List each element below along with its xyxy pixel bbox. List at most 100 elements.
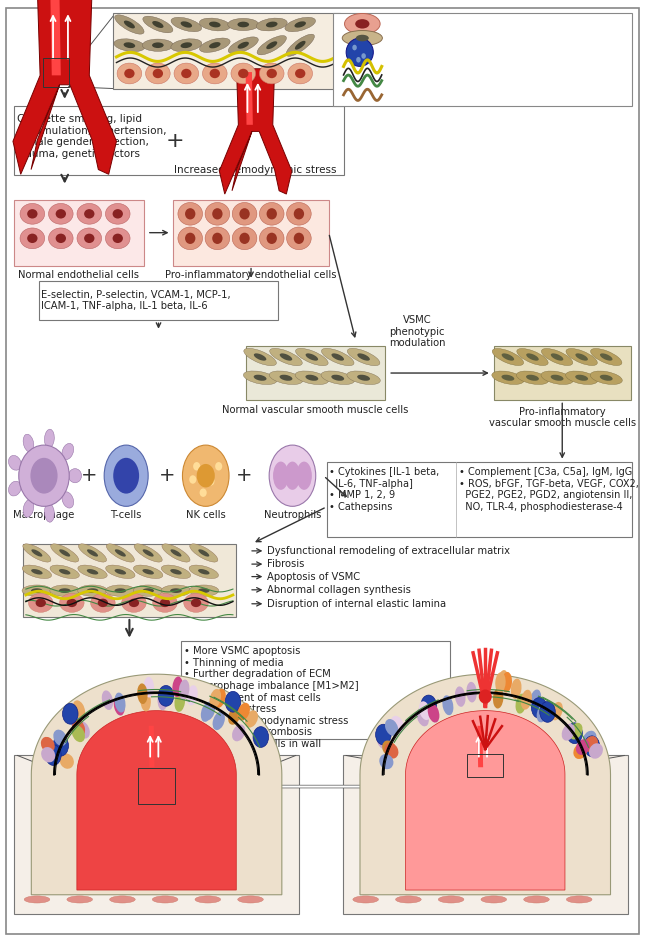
Ellipse shape	[106, 544, 135, 562]
Ellipse shape	[573, 743, 587, 759]
Ellipse shape	[142, 569, 154, 575]
Ellipse shape	[161, 585, 191, 596]
Ellipse shape	[209, 42, 221, 48]
Ellipse shape	[213, 712, 225, 730]
Text: Normal vascular smooth muscle cells: Normal vascular smooth muscle cells	[222, 405, 409, 414]
Ellipse shape	[516, 371, 549, 384]
Ellipse shape	[159, 686, 174, 706]
Ellipse shape	[228, 19, 259, 31]
Ellipse shape	[199, 18, 230, 31]
FancyBboxPatch shape	[113, 13, 340, 89]
Ellipse shape	[199, 38, 230, 53]
Ellipse shape	[357, 353, 370, 361]
Ellipse shape	[113, 458, 139, 494]
FancyBboxPatch shape	[246, 346, 385, 400]
Ellipse shape	[87, 569, 98, 575]
Ellipse shape	[342, 30, 382, 45]
Ellipse shape	[273, 462, 289, 490]
Ellipse shape	[45, 745, 61, 766]
FancyBboxPatch shape	[14, 200, 144, 266]
Ellipse shape	[286, 34, 314, 57]
Ellipse shape	[133, 565, 163, 578]
Text: Normal endothelial cells: Normal endothelial cells	[18, 270, 140, 280]
Ellipse shape	[295, 371, 329, 384]
Ellipse shape	[321, 371, 355, 384]
Text: NK cells: NK cells	[186, 511, 226, 520]
Ellipse shape	[575, 375, 588, 381]
Ellipse shape	[152, 21, 164, 28]
Ellipse shape	[105, 228, 130, 249]
Ellipse shape	[212, 208, 223, 219]
Ellipse shape	[69, 468, 82, 482]
Ellipse shape	[134, 544, 162, 562]
Ellipse shape	[72, 719, 85, 737]
Ellipse shape	[269, 446, 316, 507]
Ellipse shape	[193, 463, 201, 471]
Ellipse shape	[391, 716, 404, 733]
Ellipse shape	[551, 702, 563, 721]
Ellipse shape	[455, 687, 466, 706]
Ellipse shape	[232, 203, 257, 225]
Ellipse shape	[87, 588, 98, 593]
Ellipse shape	[541, 371, 573, 384]
Ellipse shape	[443, 695, 454, 715]
Ellipse shape	[77, 203, 102, 224]
Ellipse shape	[346, 38, 373, 66]
Ellipse shape	[20, 203, 45, 224]
Ellipse shape	[357, 375, 370, 381]
FancyBboxPatch shape	[327, 462, 632, 537]
Ellipse shape	[295, 69, 305, 78]
Ellipse shape	[428, 704, 439, 723]
Ellipse shape	[584, 736, 598, 752]
Ellipse shape	[245, 710, 258, 727]
Ellipse shape	[115, 569, 126, 575]
Ellipse shape	[104, 446, 148, 507]
Ellipse shape	[492, 349, 523, 365]
Text: +: +	[236, 466, 253, 485]
Ellipse shape	[160, 599, 170, 607]
Ellipse shape	[228, 706, 241, 724]
Ellipse shape	[68, 710, 81, 728]
Ellipse shape	[419, 701, 431, 720]
Ellipse shape	[209, 22, 221, 27]
Ellipse shape	[511, 678, 521, 699]
Ellipse shape	[87, 549, 98, 557]
Ellipse shape	[210, 689, 221, 708]
Ellipse shape	[516, 693, 527, 714]
Ellipse shape	[170, 549, 182, 557]
Ellipse shape	[195, 896, 221, 903]
Ellipse shape	[285, 17, 316, 32]
Text: Cigarette smoking, lipid
accumulation, hypertension,
female gender, infection,
t: Cigarette smoking, lipid accumulation, h…	[17, 114, 167, 159]
Ellipse shape	[526, 375, 539, 381]
Text: Fibrosis: Fibrosis	[267, 560, 305, 569]
Ellipse shape	[269, 371, 303, 384]
Ellipse shape	[259, 227, 284, 250]
Ellipse shape	[232, 724, 245, 741]
Ellipse shape	[31, 569, 43, 575]
Ellipse shape	[115, 549, 126, 557]
Ellipse shape	[41, 747, 55, 762]
Ellipse shape	[117, 63, 142, 84]
Ellipse shape	[237, 22, 249, 27]
Ellipse shape	[114, 695, 125, 716]
Text: Mast cell: Mast cell	[395, 47, 441, 57]
Ellipse shape	[62, 444, 74, 460]
Ellipse shape	[356, 35, 369, 41]
Text: Macrophage: Macrophage	[14, 511, 74, 520]
Ellipse shape	[133, 585, 163, 596]
Ellipse shape	[225, 691, 241, 712]
Ellipse shape	[288, 63, 313, 84]
Ellipse shape	[153, 593, 177, 612]
Ellipse shape	[122, 593, 146, 612]
Text: Internal elastic lamina: Internal elastic lamina	[395, 61, 511, 72]
Ellipse shape	[190, 544, 218, 562]
Text: Pro-inflammatory
vascular smooth muscle cells: Pro-inflammatory vascular smooth muscle …	[488, 407, 636, 428]
Ellipse shape	[49, 203, 73, 224]
Ellipse shape	[178, 203, 203, 225]
Ellipse shape	[171, 17, 202, 32]
Ellipse shape	[210, 69, 220, 78]
Ellipse shape	[542, 349, 573, 365]
Ellipse shape	[501, 375, 514, 381]
Ellipse shape	[254, 353, 267, 361]
Ellipse shape	[178, 227, 203, 250]
